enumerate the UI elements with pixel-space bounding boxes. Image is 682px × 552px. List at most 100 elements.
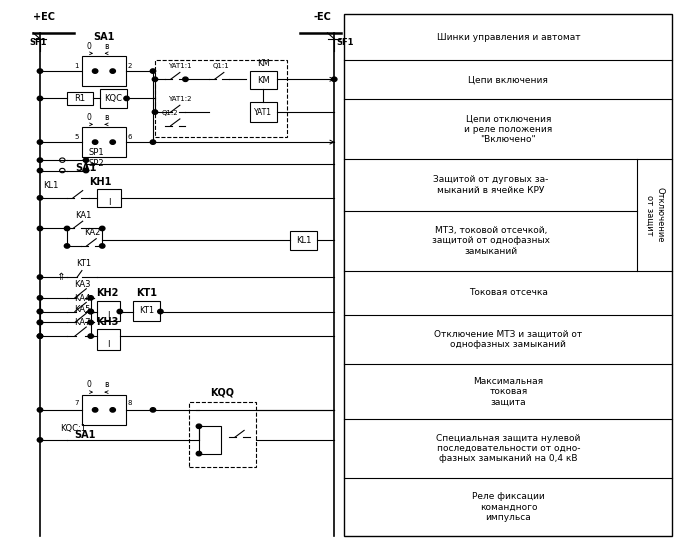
Circle shape	[38, 320, 43, 325]
Bar	[189, 402, 256, 467]
Text: KM: KM	[257, 76, 269, 84]
Text: в: в	[104, 380, 108, 389]
Text: Q1:1: Q1:1	[213, 63, 229, 70]
Text: 6: 6	[128, 134, 132, 140]
Bar	[98, 329, 120, 350]
Text: KL1: KL1	[296, 236, 312, 245]
Text: R1: R1	[74, 94, 85, 103]
Text: KA4: KA4	[74, 294, 90, 303]
Text: KH3: KH3	[96, 317, 119, 327]
Circle shape	[88, 296, 93, 300]
Circle shape	[38, 309, 43, 314]
Text: SF1: SF1	[336, 38, 354, 47]
Text: I: I	[107, 340, 110, 349]
Text: KL1: KL1	[44, 181, 59, 190]
Circle shape	[38, 408, 43, 412]
Circle shape	[196, 452, 202, 456]
Text: YAT1:1: YAT1:1	[168, 63, 192, 70]
Text: SP1: SP1	[88, 148, 104, 157]
Bar	[82, 56, 126, 86]
Text: Отключение
от защит: Отключение от защит	[645, 187, 664, 243]
Circle shape	[117, 309, 123, 314]
Text: I: I	[107, 311, 110, 320]
Bar	[291, 231, 317, 250]
Text: KT1: KT1	[136, 288, 158, 299]
Circle shape	[38, 195, 43, 200]
Text: SP2: SP2	[88, 159, 104, 168]
Text: Защитой от дуговых за-
мыканий в ячейке КРУ: Защитой от дуговых за- мыканий в ячейке …	[433, 176, 548, 195]
Circle shape	[64, 226, 70, 231]
Circle shape	[100, 244, 105, 248]
Circle shape	[38, 96, 43, 100]
Text: KT1: KT1	[139, 306, 154, 316]
Text: KA5: KA5	[74, 305, 90, 314]
Text: в: в	[104, 41, 108, 51]
Circle shape	[88, 320, 93, 325]
Text: KQC: KQC	[104, 94, 122, 103]
Text: KA3: KA3	[74, 280, 90, 289]
Bar	[100, 88, 127, 108]
Circle shape	[88, 309, 93, 314]
Text: -ЕС: -ЕС	[314, 12, 332, 22]
Text: Максимальная
токовая
защита: Максимальная токовая защита	[473, 376, 544, 406]
Circle shape	[150, 69, 155, 73]
Circle shape	[100, 226, 105, 231]
Circle shape	[38, 309, 43, 314]
Bar	[98, 189, 121, 206]
Circle shape	[158, 309, 163, 314]
Circle shape	[83, 168, 89, 173]
Circle shape	[38, 296, 43, 300]
Circle shape	[38, 140, 43, 144]
Text: KM: KM	[257, 60, 269, 68]
Text: KA1: KA1	[75, 211, 91, 220]
Text: SA1: SA1	[93, 33, 115, 43]
Bar	[82, 127, 126, 157]
Circle shape	[152, 110, 158, 114]
Text: 0: 0	[86, 380, 91, 389]
Text: 7: 7	[74, 400, 78, 406]
Text: SA1: SA1	[75, 163, 97, 173]
Text: Шинки управления и автомат: Шинки управления и автомат	[436, 33, 580, 41]
Text: Токовая отсечка: Токовая отсечка	[469, 288, 548, 298]
Text: 0: 0	[86, 113, 91, 121]
Text: SA1: SA1	[74, 431, 95, 440]
Circle shape	[38, 334, 43, 338]
Text: +ЕС: +ЕС	[33, 12, 55, 22]
Text: KH2: KH2	[96, 288, 119, 299]
Text: KA2: KA2	[84, 228, 100, 237]
Circle shape	[196, 424, 202, 428]
Circle shape	[92, 140, 98, 144]
Bar	[344, 14, 672, 535]
Text: в: в	[104, 113, 108, 121]
Circle shape	[124, 96, 130, 100]
Text: KQC:1: KQC:1	[60, 424, 87, 433]
Text: YAT1:2: YAT1:2	[168, 96, 192, 102]
Circle shape	[64, 244, 70, 248]
Bar	[67, 92, 93, 105]
Text: 2: 2	[128, 62, 132, 68]
Bar	[82, 395, 126, 425]
Bar	[199, 426, 220, 454]
Circle shape	[92, 408, 98, 412]
Circle shape	[83, 158, 89, 162]
Text: I: I	[108, 198, 110, 207]
Circle shape	[150, 408, 155, 412]
Circle shape	[331, 77, 337, 82]
Circle shape	[183, 77, 188, 82]
Text: KA7: KA7	[74, 319, 90, 327]
Text: 5: 5	[74, 134, 78, 140]
Text: KT1: KT1	[76, 259, 91, 268]
Text: YAT1: YAT1	[254, 108, 272, 116]
Circle shape	[150, 140, 155, 144]
Text: Реле фиксации
командного
импульса: Реле фиксации командного импульса	[472, 492, 545, 522]
Circle shape	[92, 69, 98, 73]
Text: SF1: SF1	[30, 38, 47, 47]
Circle shape	[152, 77, 158, 82]
Text: Специальная защита нулевой
последовательности от одно-
фазных замыканий на 0,4 к: Специальная защита нулевой последователь…	[436, 434, 580, 464]
Text: KQQ: KQQ	[211, 388, 235, 397]
Text: 0: 0	[86, 41, 91, 51]
Circle shape	[38, 438, 43, 442]
Circle shape	[38, 320, 43, 325]
Circle shape	[38, 275, 43, 279]
Circle shape	[38, 158, 43, 162]
